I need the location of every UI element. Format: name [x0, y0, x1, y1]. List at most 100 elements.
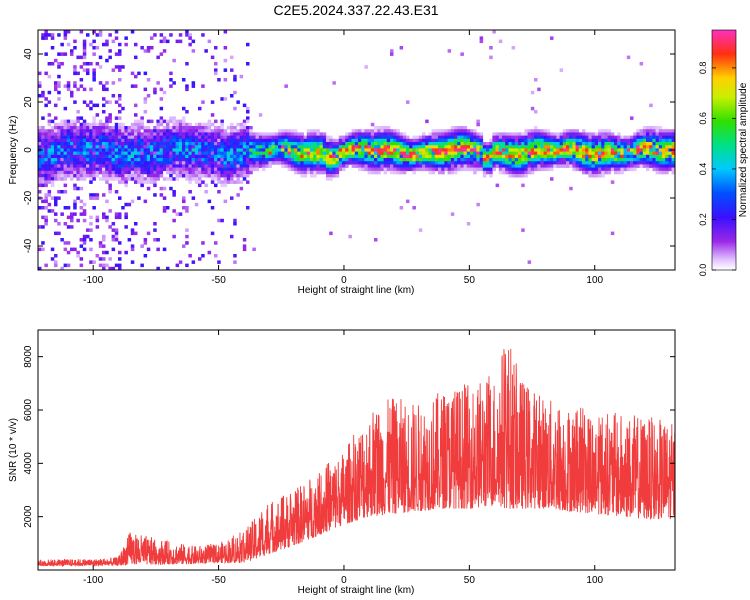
heatmap-cell: [447, 132, 452, 136]
heatmap-cell: [284, 132, 288, 136]
heatmap-cell: [457, 154, 461, 159]
heatmap-cell: [582, 161, 586, 165]
heatmap-cell: [242, 164, 247, 168]
heatmap-cell: [48, 270, 52, 274]
heatmap-cell: [92, 260, 96, 264]
heatmap-cell: [620, 158, 624, 162]
heatmap-cell: [476, 132, 480, 136]
heatmap-cell: [649, 103, 653, 108]
heatmap-cell: [601, 174, 605, 178]
heatmap-cell: [262, 148, 266, 152]
heatmap-cell: [60, 132, 64, 136]
heatmap-cell: [649, 164, 653, 168]
heatmap-cell: [249, 129, 253, 133]
heatmap-cell: [316, 161, 320, 165]
heatmap-cell: [50, 161, 55, 165]
heatmap-cell: [70, 174, 74, 178]
heatmap-cell: [377, 170, 381, 175]
heatmap-cell: [54, 177, 58, 181]
heatmap-cell: [188, 174, 192, 178]
heatmap-cell: [527, 164, 532, 168]
heatmap-cell: [361, 151, 365, 156]
heatmap-cell: [66, 132, 71, 136]
heatmap-cell: [41, 206, 45, 210]
heatmap-cell: [127, 164, 132, 168]
heatmap-cell: [652, 148, 656, 152]
heatmap-cell: [153, 151, 157, 156]
heatmap-cell: [374, 148, 378, 152]
heatmap-cell: [70, 177, 74, 181]
heatmap-cell: [460, 161, 464, 165]
heatmap-cell: [102, 138, 106, 143]
heatmap-cell: [127, 158, 132, 162]
heatmap-cell: [169, 167, 173, 172]
heatmap-cell: [562, 161, 567, 165]
heatmap-cell: [70, 132, 74, 136]
heatmap-cell: [550, 154, 554, 159]
heatmap-cell: [658, 132, 663, 136]
heatmap-cell: [130, 170, 135, 175]
heatmap-cell: [514, 170, 519, 175]
heatmap-cell: [658, 170, 663, 175]
heatmap-cell: [73, 71, 77, 76]
heatmap-cell: [153, 170, 157, 175]
heatmap-cell: [326, 174, 330, 178]
heatmap-cell: [210, 180, 215, 184]
heatmap-cell: [284, 142, 288, 146]
heatmap-cell: [114, 167, 119, 172]
heatmap-cell: [242, 238, 247, 242]
heatmap-cell: [361, 164, 365, 168]
heatmap-cell: [217, 78, 221, 82]
heatmap-cell: [89, 62, 93, 66]
heatmap-cell: [156, 164, 160, 168]
heatmap-cell: [172, 177, 176, 181]
heatmap-cell: [294, 151, 298, 156]
heatmap-cell: [278, 145, 282, 149]
heatmap-cell: [143, 199, 148, 204]
heatmap-cell: [162, 119, 167, 124]
heatmap-cell: [204, 126, 208, 130]
heatmap-cell: [390, 154, 394, 159]
heatmap-cell: [111, 151, 116, 156]
heatmap-cell: [383, 145, 388, 149]
heatmap-cell: [118, 52, 122, 56]
heatmap-cell: [550, 177, 554, 181]
heatmap-cell: [556, 161, 560, 165]
heatmap-cell: [226, 126, 231, 130]
heatmap-cell: [226, 151, 231, 156]
heatmap-cell: [57, 148, 61, 152]
heatmap-cell: [50, 209, 55, 213]
heatmap-cell: [601, 135, 605, 140]
heatmap-cell: [396, 142, 400, 146]
heatmap-cell: [50, 36, 55, 40]
heatmap-cell: [82, 52, 87, 56]
heatmap-cell: [450, 145, 455, 149]
heatmap-cell: [521, 145, 525, 149]
heatmap-cell: [498, 145, 503, 149]
heatmap-cell: [47, 193, 52, 197]
heatmap-cell: [143, 170, 148, 175]
heatmap-cell: [402, 148, 407, 152]
heatmap-cell: [137, 167, 141, 172]
heatmap-cell: [114, 36, 119, 40]
heatmap-cell: [447, 49, 452, 53]
heatmap-cell: [233, 161, 237, 165]
heatmap-cell: [268, 138, 272, 143]
heatmap-cell: [607, 148, 612, 152]
heatmap-cell: [124, 180, 128, 184]
heatmap-cell: [604, 161, 608, 165]
heatmap-cell: [518, 132, 522, 136]
heatmap-cell: [172, 190, 176, 194]
heatmap-cell: [210, 206, 215, 210]
heatmap-cell: [159, 132, 164, 136]
heatmap-cell: [150, 132, 154, 136]
heatmap-cell: [182, 129, 186, 133]
heatmap-cell: [255, 148, 260, 152]
heatmap-cell: [390, 129, 394, 133]
heatmap-cell: [226, 158, 231, 162]
heatmap-cell: [406, 148, 410, 152]
heatmap-cell: [492, 164, 496, 168]
heatmap-cell: [601, 164, 605, 168]
heatmap-cell: [534, 154, 538, 159]
